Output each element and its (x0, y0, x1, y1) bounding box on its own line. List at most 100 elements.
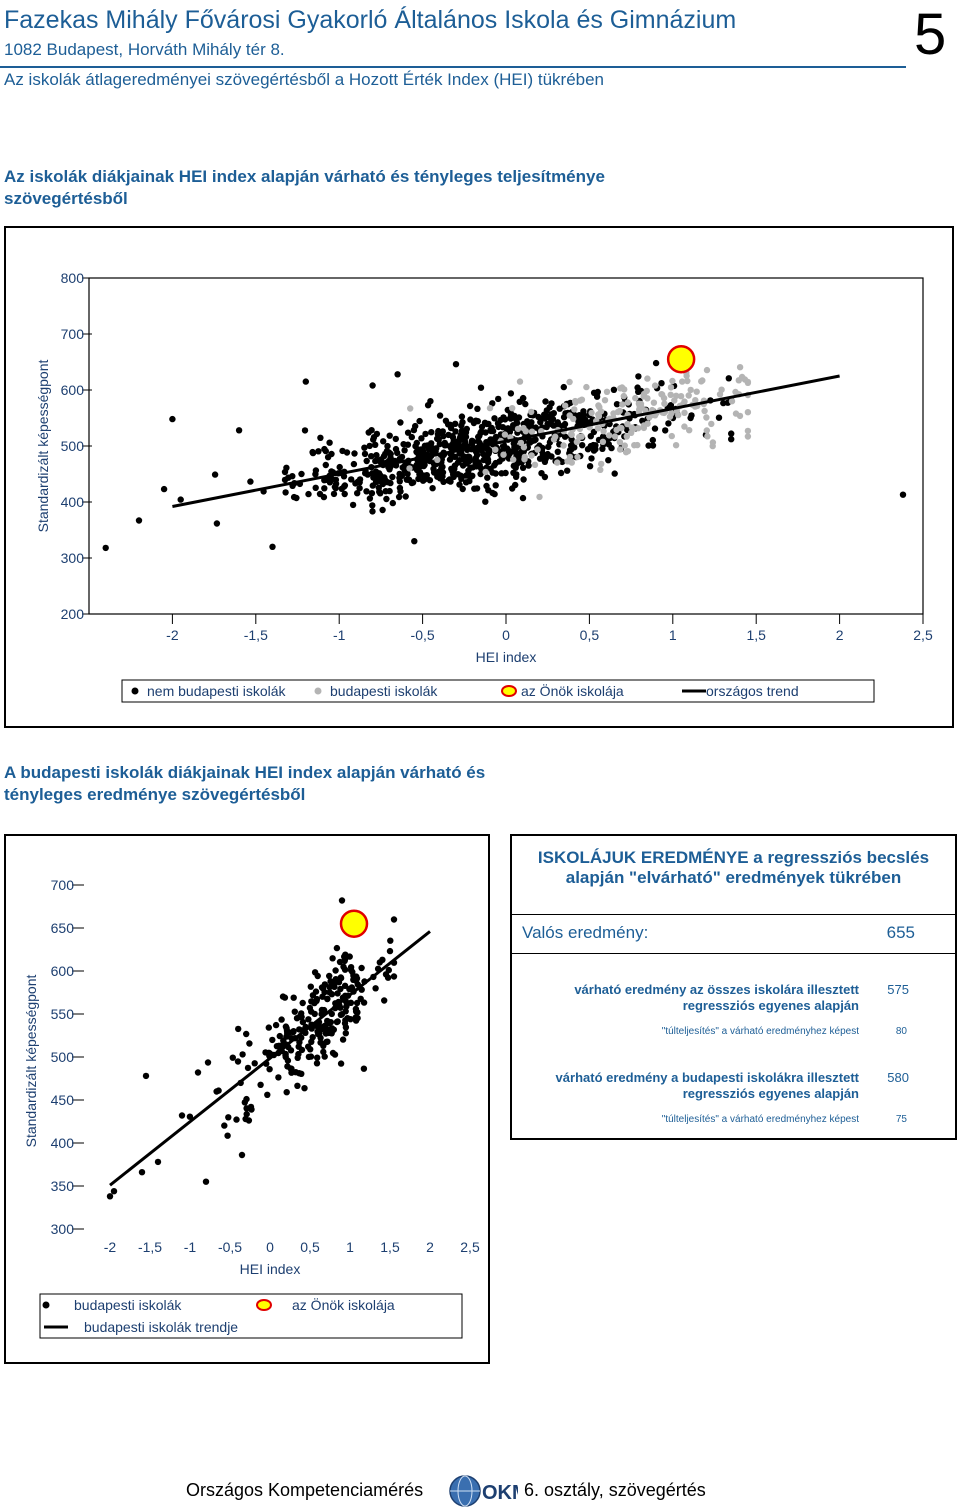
school-point (554, 459, 561, 466)
school-point (406, 465, 413, 472)
school-point (463, 425, 470, 433)
school-point (484, 456, 492, 463)
school-point (295, 1050, 302, 1058)
school-point (284, 1063, 291, 1070)
school-point (613, 401, 621, 408)
school-point (477, 470, 484, 478)
school-point (595, 413, 603, 420)
school-point (474, 405, 481, 412)
school-point (628, 424, 636, 431)
school-point (296, 1013, 303, 1021)
school-point (102, 544, 109, 552)
school-point (360, 999, 368, 1006)
school-point (672, 442, 680, 449)
school-point (538, 470, 545, 477)
school-point (465, 458, 472, 465)
legend-label: budapesti iskolák trendje (84, 1319, 238, 1335)
chart-legend (121, 679, 875, 703)
school-point (376, 488, 383, 495)
school-point (468, 440, 475, 447)
school-point (429, 485, 436, 492)
school-point (498, 470, 505, 477)
school-point (668, 410, 675, 417)
overperformance-all-label: "túlteljesítés" a várható eredményhez ké… (661, 1026, 859, 1037)
school-point (683, 372, 690, 380)
school-point (290, 994, 297, 1001)
school-point (330, 490, 338, 498)
section2-title: A budapesti iskolák diákjainak HEI index… (4, 763, 486, 804)
school-point (342, 951, 349, 958)
school-point (476, 432, 483, 440)
school-point (350, 460, 358, 468)
legend-label: az Önök iskolája (292, 1296, 395, 1313)
school-point (169, 415, 176, 423)
school-point (432, 448, 439, 455)
school-point (410, 426, 418, 434)
school-point (624, 448, 632, 455)
school-point (588, 455, 595, 462)
school-point (528, 408, 535, 416)
school-point (361, 444, 368, 451)
school-point (331, 983, 338, 990)
school-point (605, 457, 612, 464)
school-point (704, 433, 711, 440)
school-point (142, 1072, 150, 1080)
school-point (416, 417, 423, 425)
school-point (576, 412, 583, 419)
school-point (324, 995, 331, 1003)
school-point (606, 432, 613, 439)
school-point (542, 398, 549, 405)
school-point (458, 413, 466, 420)
school-point (495, 395, 502, 403)
school-point (337, 1011, 345, 1018)
actual-result-row: Valós eredmény: 655 (512, 914, 955, 954)
school-point (374, 472, 381, 480)
school-point (573, 438, 581, 446)
school-point (449, 468, 456, 475)
school-point (667, 384, 675, 391)
school-point (732, 388, 739, 396)
y-tick-label: 350 (51, 1178, 75, 1194)
school-point (528, 419, 535, 426)
school-point (332, 484, 339, 492)
school-point (397, 419, 404, 426)
school-point (684, 377, 691, 385)
school-point (281, 468, 289, 476)
school-point (509, 405, 516, 412)
school-point (483, 420, 491, 428)
x-tick-label: 2,5 (460, 1239, 480, 1255)
school-point (744, 409, 752, 416)
info-heading: ISKOLÁJUK EREDMÉNYE a regressziós becslé… (537, 848, 930, 887)
school-point (652, 359, 660, 367)
own-school-marker (339, 909, 369, 938)
expected-all-label: várható eredmény az összes iskolára ille… (574, 982, 859, 1013)
school-point (386, 947, 394, 955)
school-point (578, 433, 585, 440)
school-point (396, 484, 404, 492)
school-point (538, 415, 545, 423)
school-point (531, 461, 539, 468)
school-point (321, 485, 328, 492)
x-tick-label: -1,5 (244, 627, 268, 643)
school-point (313, 1023, 321, 1030)
school-point (619, 401, 626, 408)
expected-budapest-label: várható eredmény a budapesti iskolákra i… (555, 1070, 859, 1101)
school-point (492, 482, 499, 489)
school-point (413, 448, 420, 456)
school-point (456, 481, 463, 488)
school-point (322, 1030, 330, 1037)
school-point (309, 449, 317, 457)
school-point (298, 1046, 306, 1054)
school-point (373, 452, 380, 459)
school-point (422, 430, 429, 438)
school-point (379, 506, 386, 514)
school-point (341, 982, 349, 989)
y-tick-label: 400 (51, 1135, 75, 1151)
school-point (354, 490, 361, 497)
x-axis-label: HEI index (476, 649, 537, 665)
school-point (703, 427, 710, 434)
legend-marker-dot (131, 687, 139, 695)
school-point (353, 975, 360, 983)
school-point (347, 999, 355, 1006)
school-point (597, 466, 604, 473)
